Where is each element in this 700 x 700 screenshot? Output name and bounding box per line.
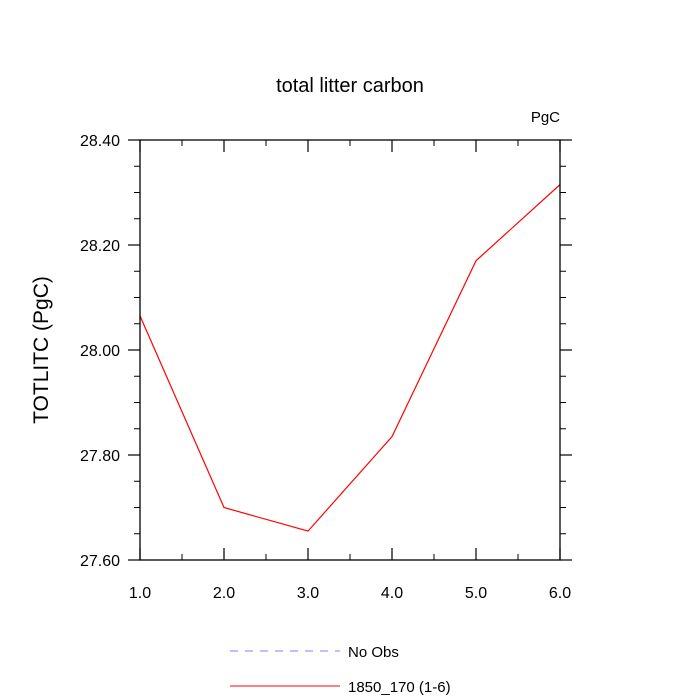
units-label: PgC bbox=[531, 109, 560, 126]
x-tick-label: 5.0 bbox=[465, 585, 487, 602]
y-axis-label: TOTLITC (PgC) bbox=[30, 276, 53, 424]
x-tick-label: 1.0 bbox=[129, 585, 151, 602]
series-lines bbox=[139, 184, 561, 532]
x-tick-label: 3.0 bbox=[297, 585, 319, 602]
y-tick-label: 28.00 bbox=[80, 343, 120, 360]
y-tick-label: 27.60 bbox=[80, 553, 120, 570]
y-tick-label: 28.20 bbox=[80, 238, 120, 255]
legend-label: 1850_170 (1-6) bbox=[348, 679, 451, 696]
chart-title: total litter carbon bbox=[276, 75, 424, 97]
legend-label: No Obs bbox=[348, 644, 399, 661]
tick-labels: 1.0 2.0 3.0 4.0 5.0 6.0 27.60 27.80 28.00 28.20 28… bbox=[80, 133, 571, 602]
axis-ticks bbox=[128, 139, 572, 561]
x-tick-label: 6.0 bbox=[549, 585, 571, 602]
x-tick-label: 2.0 bbox=[213, 585, 235, 602]
y-tick-label: 28.40 bbox=[80, 133, 120, 150]
legend: No Obs 1850_170 (1-6) bbox=[230, 644, 451, 696]
plot-frame bbox=[139, 139, 561, 561]
series-line bbox=[139, 184, 561, 532]
x-tick-label: 4.0 bbox=[381, 585, 403, 602]
y-tick-label: 27.80 bbox=[80, 448, 120, 465]
